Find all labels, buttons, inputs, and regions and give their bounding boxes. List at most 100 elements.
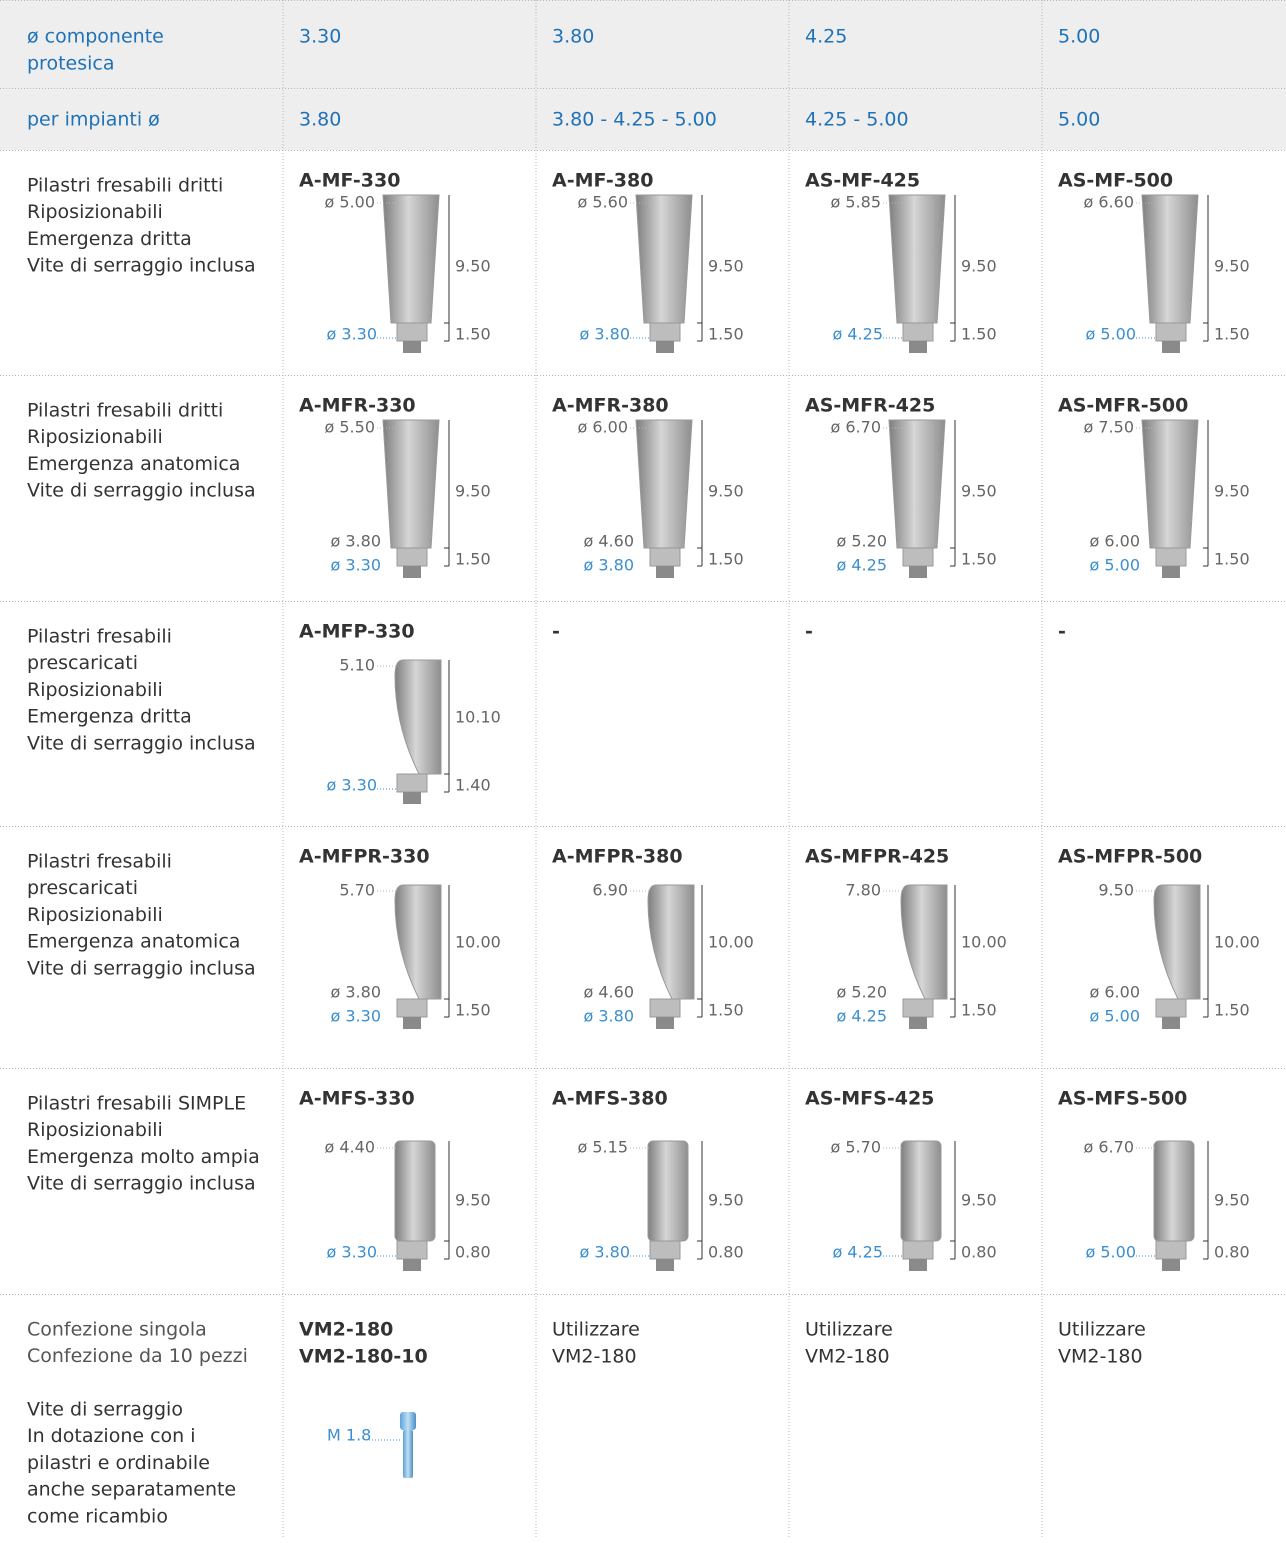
abutment-body (1153, 1140, 1195, 1242)
height: 9.50 (708, 257, 744, 276)
abutment-collar (902, 547, 934, 567)
cell-text: VM2-180 (1058, 1346, 1143, 1368)
collar-height: 1.50 (708, 1001, 744, 1020)
abutment-body (647, 884, 695, 1000)
abutment-collar (1155, 998, 1187, 1018)
cell-text: VM2-180 (552, 1346, 637, 1368)
abutment-collar (396, 547, 428, 567)
row-note: pilastri e ordinabile (27, 1452, 210, 1474)
top-diameter: ø 6.00 (578, 418, 629, 437)
column-value: 5.00 (1058, 26, 1100, 48)
row-label: prescaricati (27, 877, 138, 899)
height: 9.50 (1214, 257, 1250, 276)
row-note: come ricambio (27, 1505, 168, 1527)
row-label: Emergenza anatomica (27, 453, 240, 475)
product-code: AS-MFS-500 (1058, 1088, 1187, 1110)
row-label: Vite di serraggio inclusa (27, 1173, 256, 1195)
base-diameter: ø 5.00 (1086, 325, 1137, 344)
column-value: 3.30 (299, 26, 341, 48)
height: 9.50 (708, 1191, 744, 1210)
base-diameter: ø 3.30 (331, 556, 382, 575)
row-label: per impianti ø (27, 109, 160, 131)
abutment-body (382, 194, 440, 324)
row-note: In dotazione con i (27, 1425, 196, 1447)
thread-size: M 1.8 (327, 1426, 371, 1445)
height: 10.00 (708, 933, 754, 952)
abutment-hex (403, 1017, 421, 1029)
row-label: Emergenza anatomica (27, 931, 240, 953)
abutment-collar (649, 322, 681, 342)
collar-height: 1.50 (455, 550, 491, 569)
abutment-collar (1155, 547, 1187, 567)
base-diameter: ø 3.30 (327, 325, 378, 344)
base-diameter: ø 5.00 (1090, 1007, 1141, 1026)
row-label: Vite di serraggio inclusa (27, 255, 256, 277)
height: 9.50 (455, 257, 491, 276)
top-diameter: ø 5.50 (325, 418, 376, 437)
abutment-body (888, 194, 946, 324)
abutment-hex (403, 792, 421, 804)
abutment-hex (403, 566, 421, 578)
collar-height: 1.50 (708, 325, 744, 344)
row-label: Vite di serraggio inclusa (27, 732, 256, 754)
abutment-collar (1155, 1240, 1187, 1260)
row-label: protesica (27, 53, 115, 75)
header-bg (0, 0, 1286, 150)
row-label: Vite di serraggio inclusa (27, 480, 256, 502)
abutment-body (635, 194, 693, 324)
abutment-hex (909, 1017, 927, 1029)
abutment-body (888, 419, 946, 549)
top-diameter: ø 5.00 (325, 193, 376, 212)
top-diameter: ø 5.60 (578, 193, 629, 212)
product-code: AS-MFPR-500 (1058, 846, 1202, 868)
base-diameter: ø 4.25 (837, 1007, 888, 1026)
base-diameter: ø 3.30 (327, 1243, 378, 1262)
base-diameter: ø 3.80 (584, 1007, 635, 1026)
column-value: 4.25 (805, 26, 847, 48)
top-diameter: ø 5.85 (831, 193, 882, 212)
top-diameter: 9.50 (1098, 881, 1134, 900)
top-diameter: ø 7.50 (1084, 418, 1135, 437)
height: 9.50 (455, 482, 491, 501)
row-label: Vite di serraggio inclusa (27, 957, 256, 979)
collar-height: 1.50 (708, 550, 744, 569)
emergence-diameter: ø 6.00 (1090, 532, 1141, 551)
row-label: Riposizionabili (27, 679, 163, 701)
product-code: A-MFS-380 (552, 1088, 668, 1110)
collar-height: 1.50 (1214, 550, 1250, 569)
abutment-body (1141, 194, 1199, 324)
abutment-collar (902, 1240, 934, 1260)
top-diameter: ø 6.70 (831, 418, 882, 437)
row-label: Pilastri fresabili (27, 851, 172, 873)
emergence-diameter: ø 3.80 (331, 983, 382, 1002)
height: 9.50 (708, 482, 744, 501)
abutment-hex (656, 1017, 674, 1029)
abutment-body (1141, 419, 1199, 549)
product-code: AS-MFR-425 (805, 395, 935, 417)
abutment-collar (649, 1240, 681, 1260)
product-code: A-MFPR-330 (299, 846, 430, 868)
emergence-diameter: ø 5.20 (837, 983, 888, 1002)
abutment-hex (909, 341, 927, 353)
row-label: prescaricati (27, 652, 138, 674)
product-code: - (805, 621, 813, 643)
abutment-body (394, 884, 442, 1000)
product-code: - (1058, 621, 1066, 643)
abutment-hex (656, 1259, 674, 1271)
product-code: A-MF-380 (552, 170, 653, 192)
row-label: Emergenza dritta (27, 228, 192, 250)
row-label: Riposizionabili (27, 201, 163, 223)
product-code: A-MFR-380 (552, 395, 669, 417)
height: 9.50 (1214, 1191, 1250, 1210)
row-label: Pilastri fresabili dritti (27, 175, 223, 197)
top-diameter: ø 5.70 (831, 1138, 882, 1157)
product-code: VM2-180-10 (299, 1346, 428, 1368)
base-diameter: ø 3.80 (580, 325, 631, 344)
product-code: A-MFS-330 (299, 1088, 415, 1110)
base-diameter: ø 5.00 (1086, 1243, 1137, 1262)
collar-height: 1.50 (455, 1001, 491, 1020)
abutment-hex (909, 1259, 927, 1271)
collar-height: 1.50 (961, 1001, 997, 1020)
abutment-collar (396, 773, 428, 793)
